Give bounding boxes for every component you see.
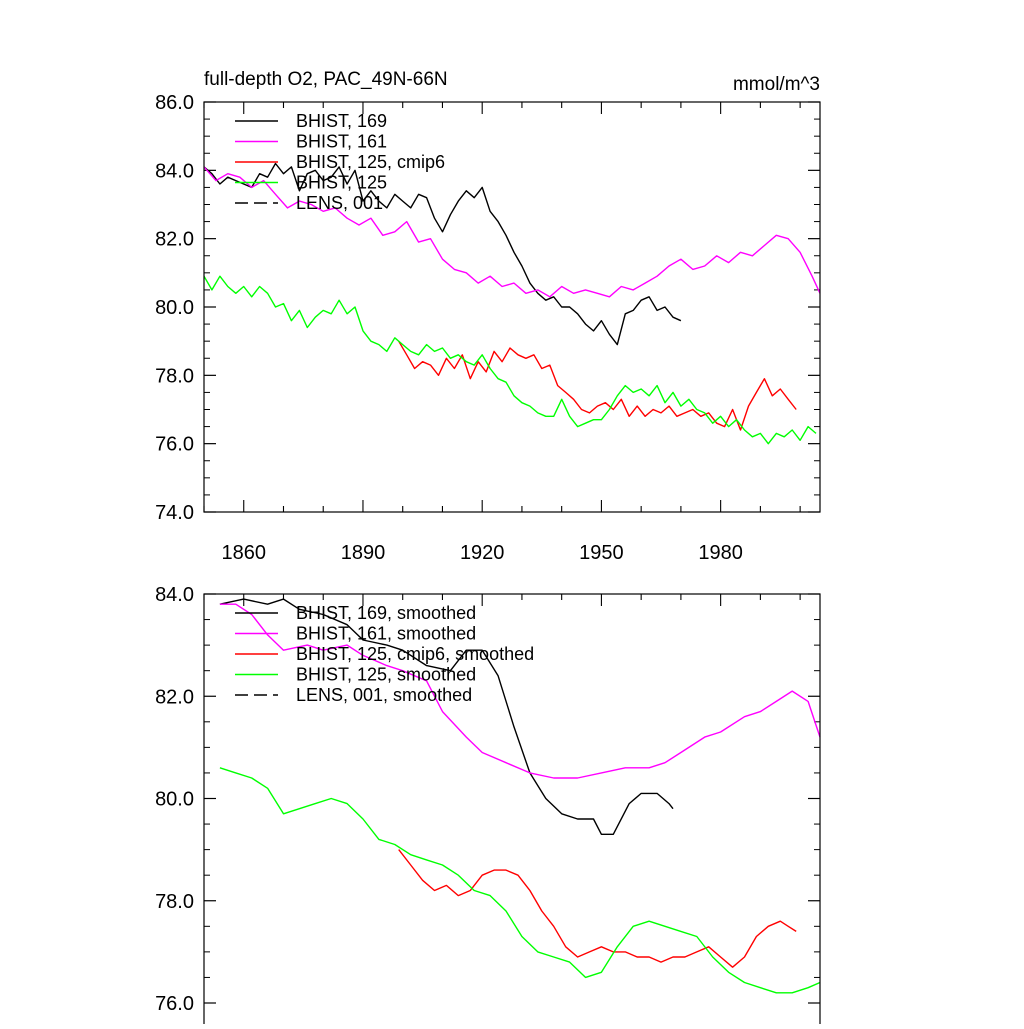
- y-tick-label: 74.0: [155, 502, 194, 524]
- y-tick-label: 82.0: [155, 686, 194, 708]
- legend-label: BHIST, 169, smoothed: [296, 603, 476, 623]
- bottom-plot-frame: [203, 593, 821, 1029]
- y-tick-label: 84.0: [155, 160, 194, 182]
- series-line-bhist-125: [203, 275, 817, 445]
- y-tick-label: 80.0: [155, 789, 194, 811]
- legend-label: BHIST, 125, smoothed: [296, 665, 476, 685]
- top-plot-frame: [203, 101, 821, 513]
- y-tick-label: 82.0: [155, 229, 194, 251]
- bottom-panel: 76.0 78.0 80.0 82.0 84.0 BHIST, 169, smoothe…: [155, 584, 821, 1029]
- y-tick-label: 84.0: [155, 584, 194, 606]
- series-line-bhist-125-cmip6-smoothed: [398, 849, 797, 968]
- series-line-bhist-169: [203, 162, 682, 346]
- chart-title: full-depth O2, PAC_49N-66N: [204, 69, 448, 90]
- y-tick-label: 86.0: [155, 92, 194, 114]
- y-tick-label: 76.0: [155, 434, 194, 456]
- y-tick-label: 76.0: [155, 993, 194, 1015]
- y-tick-label: 80.0: [155, 297, 194, 319]
- units-label: mmol/m^3: [733, 74, 820, 95]
- legend-label: BHIST, 125: [296, 173, 387, 193]
- series-line-bhist-161-smoothed: [219, 603, 821, 779]
- x-tick-label: 1860: [221, 542, 266, 564]
- legend-label: LENS, 001, smoothed: [296, 685, 472, 705]
- series-line-bhist-125-cmip6: [398, 340, 797, 431]
- y-tick-label: 78.0: [155, 365, 194, 387]
- x-tick-label: 1980: [698, 542, 743, 564]
- legend-label: BHIST, 125, cmip6: [296, 152, 445, 172]
- y-tick-label: 78.0: [155, 891, 194, 913]
- bottom-axes: 76.0 78.0 80.0 82.0 84.0: [155, 584, 820, 1015]
- top-panel: full-depth O2, PAC_49N-66N mmol/m^3 74.0…: [155, 69, 821, 564]
- x-tick-label: 1890: [341, 542, 386, 564]
- legend-label: BHIST, 125, cmip6, smoothed: [296, 644, 534, 664]
- top-series-lines: [203, 162, 821, 445]
- legend-label: BHIST, 161, smoothed: [296, 624, 476, 644]
- series-line-bhist-169-smoothed: [219, 598, 674, 835]
- series-line-bhist-125-smoothed: [219, 767, 821, 994]
- x-tick-label: 1920: [460, 542, 505, 564]
- legend-label: BHIST, 161: [296, 132, 387, 152]
- series-line-bhist-161: [203, 166, 821, 298]
- top-axes: 74.0 76.0 78.0 80.0 82.0 84.0 86.0 1860 1890 1920…: [155, 92, 820, 564]
- legend-label: BHIST, 169: [296, 111, 387, 131]
- x-tick-label: 1950: [579, 542, 624, 564]
- legend-label: LENS, 001: [296, 193, 383, 213]
- bottom-series-lines: [219, 598, 821, 994]
